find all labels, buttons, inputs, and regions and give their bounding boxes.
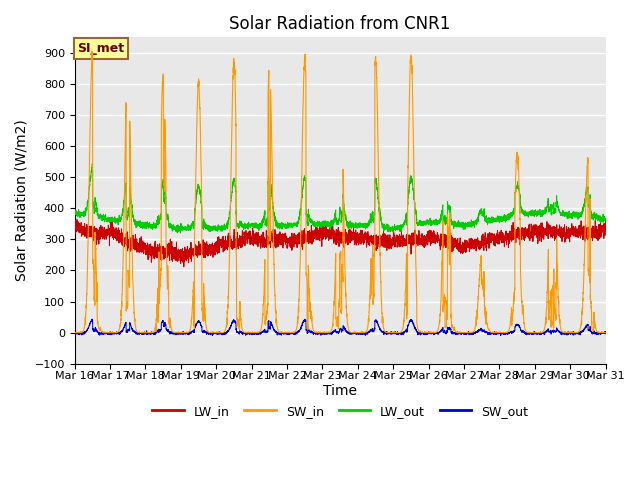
X-axis label: Time: Time — [323, 384, 357, 398]
Y-axis label: Solar Radiation (W/m2): Solar Radiation (W/m2) — [15, 120, 29, 281]
Text: SI_met: SI_met — [77, 42, 124, 55]
Title: Solar Radiation from CNR1: Solar Radiation from CNR1 — [230, 15, 451, 33]
Legend: LW_in, SW_in, LW_out, SW_out: LW_in, SW_in, LW_out, SW_out — [147, 400, 533, 423]
